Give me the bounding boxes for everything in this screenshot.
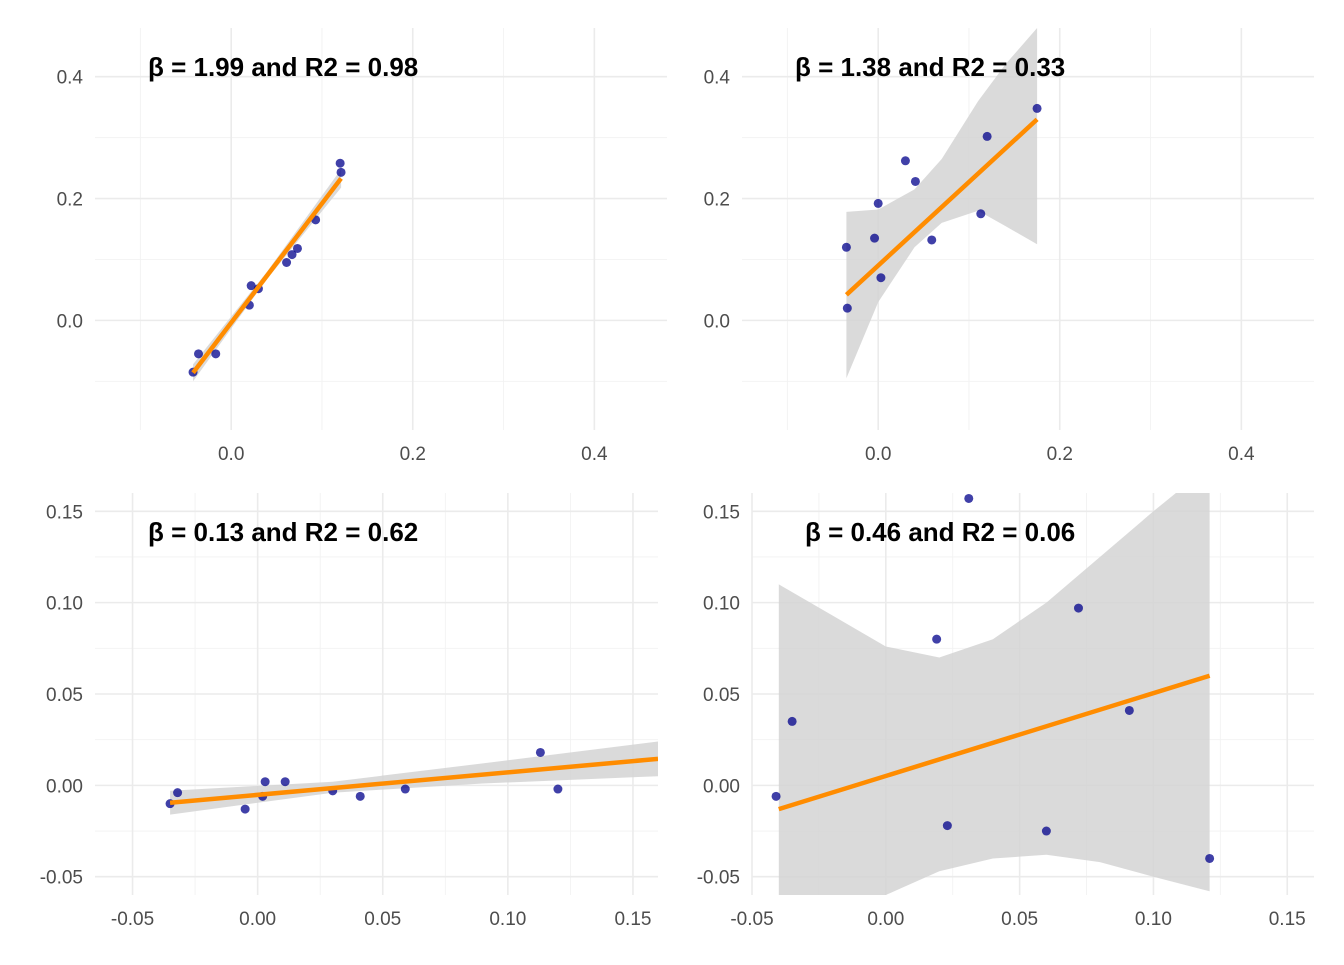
grid <box>95 493 658 895</box>
data-point <box>771 791 781 801</box>
data-point <box>287 250 297 260</box>
x-tick-label: 0.00 <box>239 909 276 930</box>
confidence-ribbon <box>846 28 1038 379</box>
x-tick-label: -0.05 <box>111 909 154 930</box>
data-point <box>292 243 302 253</box>
data-layer <box>165 741 658 815</box>
data-point <box>260 777 270 787</box>
data-point <box>942 821 952 831</box>
x-tick-label: 0.10 <box>1135 909 1172 930</box>
data-layer <box>771 493 1215 895</box>
regression-line <box>169 756 658 805</box>
x-tick-label: 0.00 <box>867 909 904 930</box>
x-tick-label: 0.15 <box>1269 909 1306 930</box>
data-point <box>246 281 256 291</box>
y-tick-label: 0.2 <box>57 190 83 211</box>
data-point <box>876 273 886 283</box>
data-point <box>870 233 880 243</box>
y-tick-label: 0.15 <box>703 502 740 523</box>
data-point <box>335 158 345 168</box>
data-point <box>282 258 292 267</box>
data-point <box>336 167 346 177</box>
data-point <box>841 242 851 252</box>
panel-2: 0.0 0.2 0.4 0.0 0.2 0.4 β = 1.38 and R2 = 0.33 <box>704 28 1314 465</box>
data-point <box>355 791 365 801</box>
y-tick-label: -0.05 <box>40 868 83 889</box>
confidence-ribbon <box>778 493 1210 895</box>
data-layer <box>841 28 1042 379</box>
x-tick-label: -0.05 <box>730 909 773 930</box>
data-point <box>910 176 920 186</box>
annotation-text: β = 1.99 and R2 = 0.98 <box>148 52 418 82</box>
x-tick-label: 0.4 <box>581 444 608 465</box>
regression-line <box>844 117 1039 297</box>
data-point <box>976 209 986 219</box>
x-tick-label: 0.0 <box>865 444 891 465</box>
y-tick-label: 0.0 <box>57 311 83 332</box>
data-point <box>535 747 545 757</box>
data-point <box>900 156 910 166</box>
data-layer <box>188 158 346 382</box>
regression-line <box>191 177 343 375</box>
data-point <box>982 131 992 141</box>
y-tick-label: 0.00 <box>46 776 83 797</box>
y-tick-label: 0.05 <box>46 685 83 706</box>
data-point <box>280 777 290 787</box>
panel-3: -0.05 0.00 0.05 0.10 0.15 -0.05 0.00 0.05 0.10 0.… <box>40 493 658 930</box>
x-tick-label: 0.15 <box>614 909 651 930</box>
y-tick-label: 0.2 <box>704 190 730 211</box>
grid <box>95 28 667 430</box>
x-tick-label: 0.05 <box>364 909 401 930</box>
x-tick-label: 0.10 <box>489 909 526 930</box>
data-point <box>211 349 221 359</box>
annotation-text: β = 1.38 and R2 = 0.33 <box>795 52 1065 82</box>
data-point <box>1124 705 1134 715</box>
data-point <box>1032 103 1042 113</box>
x-tick-label: 0.2 <box>1047 444 1073 465</box>
data-point <box>173 788 183 798</box>
data-point <box>553 784 563 794</box>
data-point <box>240 804 250 814</box>
annotation-text: β = 0.46 and R2 = 0.06 <box>805 517 1075 547</box>
data-point <box>873 198 883 208</box>
panel-1: 0.0 0.2 0.4 0.0 0.2 0.4 β = 1.99 and R2 = 0.98 <box>57 28 667 465</box>
data-point <box>932 634 942 644</box>
y-tick-label: 0.00 <box>703 776 740 797</box>
annotation-text: β = 0.13 and R2 = 0.62 <box>148 517 418 547</box>
y-tick-label: 0.0 <box>704 311 730 332</box>
panel-4: -0.05 0.00 0.05 0.10 0.15 -0.05 0.00 0.05 0.10 0.… <box>697 493 1314 930</box>
data-point <box>964 493 974 503</box>
y-tick-label: -0.05 <box>697 868 740 889</box>
y-tick-label: 0.05 <box>703 685 740 706</box>
data-point <box>787 716 797 726</box>
y-tick-label: 0.4 <box>704 68 731 89</box>
data-point <box>400 784 410 794</box>
y-tick-label: 0.10 <box>46 594 83 615</box>
data-point <box>927 235 937 245</box>
x-tick-label: 0.0 <box>218 444 244 465</box>
x-tick-label: 0.2 <box>400 444 426 465</box>
data-point <box>1205 853 1215 863</box>
regression-line <box>778 673 1211 812</box>
data-point <box>1073 603 1083 613</box>
data-point <box>194 349 204 359</box>
y-tick-label: 0.10 <box>703 594 740 615</box>
y-tick-label: 0.4 <box>57 68 84 89</box>
data-point <box>842 303 852 313</box>
y-tick-label: 0.15 <box>46 502 83 523</box>
data-point <box>1041 826 1051 836</box>
x-tick-label: 0.4 <box>1228 444 1255 465</box>
x-tick-label: 0.05 <box>1001 909 1038 930</box>
confidence-ribbon <box>170 741 658 815</box>
